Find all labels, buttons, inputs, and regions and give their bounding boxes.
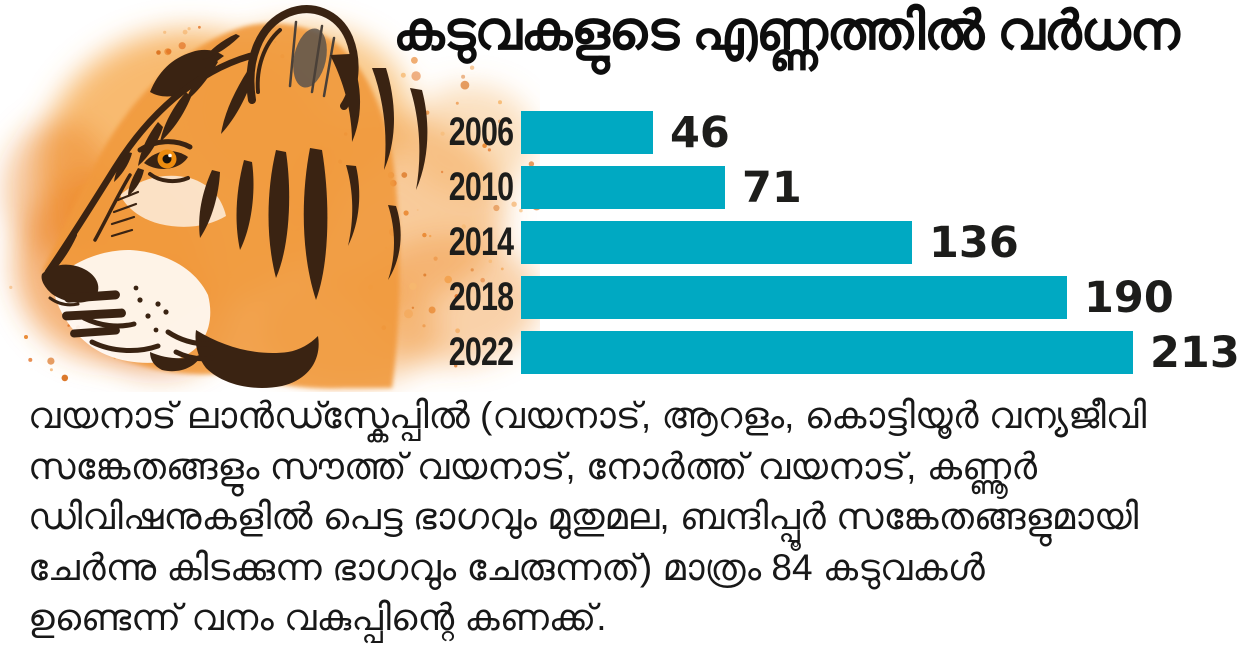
value-label: 46 <box>670 107 730 158</box>
body-line: ചേർന്നു കിടക്കുന്ന ഭാഗവും ചേരുന്നത്) മാത… <box>28 546 985 588</box>
body-line: വയനാട് ലാൻഡ്സ്കേപ്പിൽ (വയനാട്, ആറളം, കൊട… <box>28 395 1147 436</box>
body-line: ഉണ്ടെന്ന് വനം വകുപ്പിന്റെ കണക്ക്. <box>28 597 607 638</box>
value-label: 190 <box>1084 272 1174 323</box>
bar-chart: 2006 46 2010 71 2014 136 2018 190 2022 213 <box>430 108 1240 386</box>
bar <box>521 166 725 209</box>
tiger-line-art <box>41 5 428 388</box>
bar <box>521 111 653 154</box>
bar <box>521 331 1133 374</box>
year-label: 2022 <box>448 330 514 374</box>
year-label: 2010 <box>448 165 514 209</box>
bar-row: 2010 71 <box>430 163 1240 213</box>
bar-row: 2014 136 <box>430 218 1240 268</box>
body-line: ഡിവിഷനുകളിൽ പെട്ട ഭാഗവും മുതുമല, ബന്ദിപ്… <box>28 496 1139 537</box>
value-label: 136 <box>929 217 1019 268</box>
year-label: 2006 <box>448 110 514 154</box>
bar <box>521 221 912 264</box>
infographic-title: കടുവകളുടെ എണ്ണത്തിൽ വർധന <box>393 1 1180 61</box>
year-label: 2014 <box>448 220 514 264</box>
bar-row: 2022 213 <box>430 328 1240 378</box>
body-line: സങ്കേതങ്ങളും സൗത്ത് വയനാട്, നോർത്ത് വയനാ… <box>28 445 1037 487</box>
value-label: 71 <box>742 162 802 213</box>
bar-row: 2006 46 <box>430 108 1240 158</box>
tiger-head-illustration <box>5 5 540 389</box>
body-text: വയനാട് ലാൻഡ്സ്കേപ്പിൽ (വയനാട്, ആറളം, കൊട… <box>28 391 1208 644</box>
bar <box>521 276 1067 319</box>
year-label: 2018 <box>448 275 514 319</box>
bar-row: 2018 190 <box>430 273 1240 323</box>
value-label: 213 <box>1150 327 1240 378</box>
